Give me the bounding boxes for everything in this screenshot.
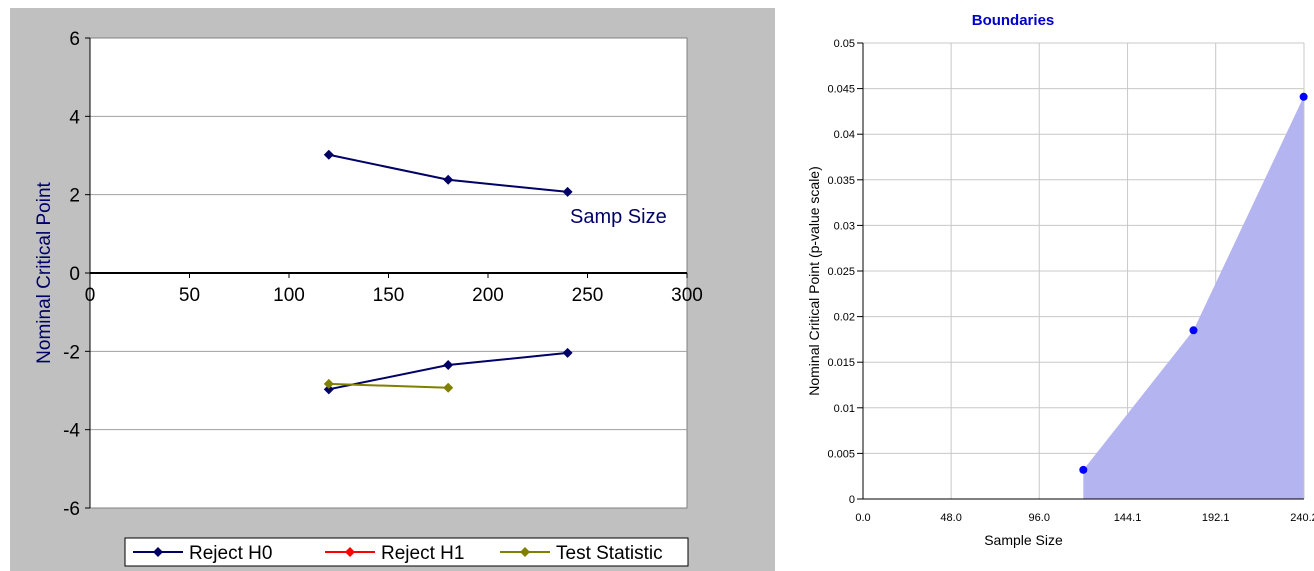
legend-marker: [153, 547, 163, 557]
x-tick-label: 200: [472, 285, 504, 306]
y-tick-label: -6: [63, 499, 80, 520]
y-tick-label: 0.035: [827, 175, 855, 187]
y-tick-label: 0: [849, 494, 855, 506]
legend-label: Reject H0: [189, 543, 272, 564]
data-point-marker: [562, 186, 573, 197]
data-point-marker: [443, 382, 454, 393]
legend-label: Reject H1: [381, 543, 464, 564]
y-tick-label: 0.015: [827, 357, 855, 369]
legend-marker: [520, 547, 530, 557]
x-tick-label: 50: [179, 285, 200, 306]
boundaries-area-chart: Boundaries 0.0 48.0 96.0 144.1 192.1 240.2 0.05…: [806, 12, 1314, 548]
data-point-marker: [323, 384, 334, 395]
y-tick-label: 6: [69, 29, 80, 50]
data-point-marker: [443, 174, 454, 185]
legend-marker: [345, 547, 355, 557]
y-tick-label: 0.025: [827, 266, 855, 278]
data-point-marker: [562, 347, 573, 358]
y-tick-label: 0.04: [834, 129, 855, 141]
x-tick-label: 150: [373, 285, 405, 306]
y-tick-label: 0.01: [834, 403, 855, 415]
boundary-point: [1189, 326, 1198, 335]
legend-box: [124, 537, 689, 567]
x-tick-label: 144.1: [1114, 512, 1142, 524]
x-tick-label: 0.0: [855, 512, 870, 524]
x-tick-label: 96.0: [1029, 512, 1050, 524]
x-tick-label: 300: [671, 285, 703, 306]
x-tick-label: 48.0: [940, 512, 961, 524]
y-tick-label: 0.02: [834, 312, 855, 324]
x-tick-label: 240.2: [1290, 512, 1314, 524]
y-tick-label: -4: [63, 421, 80, 442]
right-chart-panel: Boundaries 0.0 48.0 96.0 144.1 192.1 240.2 0.05…: [790, 0, 1314, 571]
y-tick-label: 2: [69, 186, 80, 207]
data-point-marker: [323, 378, 334, 389]
samp-size-annotation: Samp Size: [570, 206, 667, 228]
legend-label: Test Statistic: [556, 543, 663, 564]
left-chart-panel: 6 4 2 0 -2 -4 -6 0 50 100 150 200 250 300 Nominal Crit…: [10, 8, 775, 571]
data-point-marker: [323, 149, 334, 160]
boundary-point: [1299, 92, 1308, 101]
x-tick-label: 250: [572, 285, 604, 306]
boundary-point: [1079, 465, 1088, 474]
y-tick-label: 0.05: [834, 38, 855, 50]
y-tick-label: 0: [69, 264, 80, 285]
series-line-2: [328, 382, 449, 389]
data-point-marker: [443, 360, 454, 371]
y-tick-label: -2: [63, 342, 80, 363]
y-tick-label: 0.005: [827, 448, 855, 460]
y-tick-label: 0.045: [827, 84, 855, 96]
y-axis-label: Nominal Critical Point: [34, 181, 55, 363]
y-tick-label: 4: [69, 107, 80, 128]
y-axis-label: Nominal Critical Point (p-value scale): [806, 166, 822, 396]
boundary-area: [1083, 96, 1304, 500]
chart-title: Boundaries: [972, 12, 1055, 29]
x-axis-label: Sample Size: [984, 532, 1063, 548]
y-tick-label: 0.03: [834, 220, 855, 232]
x-tick-label: 100: [273, 285, 305, 306]
x-tick-label: 192.1: [1202, 512, 1230, 524]
